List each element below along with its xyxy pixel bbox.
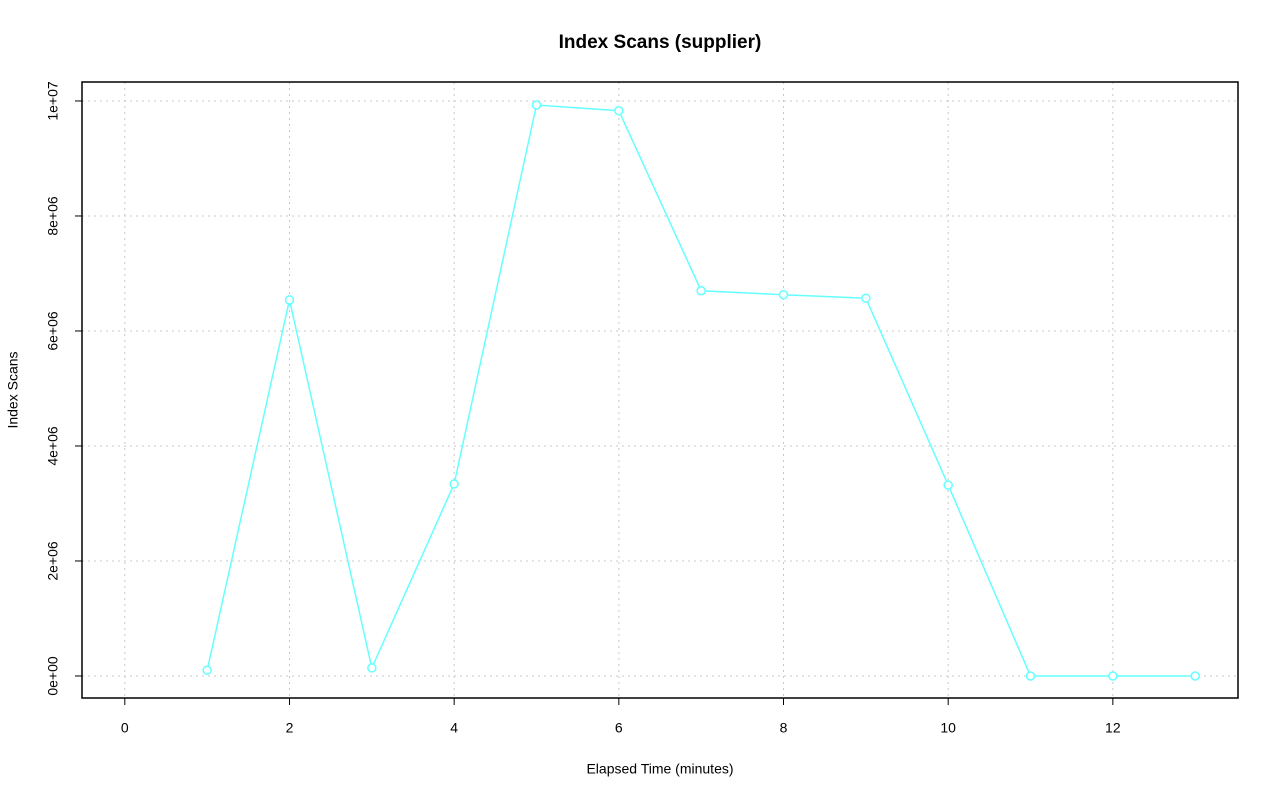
- x-tick-label: 6: [615, 720, 623, 736]
- y-axis-label: Index Scans: [5, 351, 21, 428]
- chart-title: Index Scans (supplier): [559, 32, 762, 53]
- x-axis-label: Elapsed Time (minutes): [586, 761, 733, 777]
- data-point: [861, 293, 871, 303]
- x-tick-label: 2: [286, 720, 294, 736]
- data-point: [1190, 671, 1200, 681]
- data-point: [778, 290, 789, 300]
- y-tick-label: 6e+06: [45, 311, 61, 351]
- y-tick-label: 8e+06: [45, 196, 61, 236]
- plot-frame: [81, 81, 1239, 699]
- x-tick-label: 4: [450, 720, 458, 736]
- x-tick-label: 0: [121, 720, 129, 736]
- y-tick-label: 4e+06: [45, 426, 61, 466]
- data-point: [1108, 671, 1118, 681]
- data-point: [1025, 671, 1036, 681]
- y-tick-label: 2e+06: [45, 541, 61, 581]
- x-tick-label: 12: [1105, 720, 1121, 736]
- data-point: [696, 285, 706, 296]
- x-tick-label: 10: [940, 720, 956, 736]
- data-point: [284, 295, 295, 305]
- y-tick-label: 1e+07: [45, 81, 61, 121]
- data-point: [943, 480, 953, 490]
- data-point: [449, 479, 459, 489]
- y-tick-label: 0e+00: [45, 656, 61, 696]
- data-point: [531, 100, 542, 110]
- data-point: [614, 106, 624, 116]
- x-tick-label: 8: [780, 720, 788, 736]
- data-point: [202, 665, 212, 675]
- data-point: [367, 663, 377, 673]
